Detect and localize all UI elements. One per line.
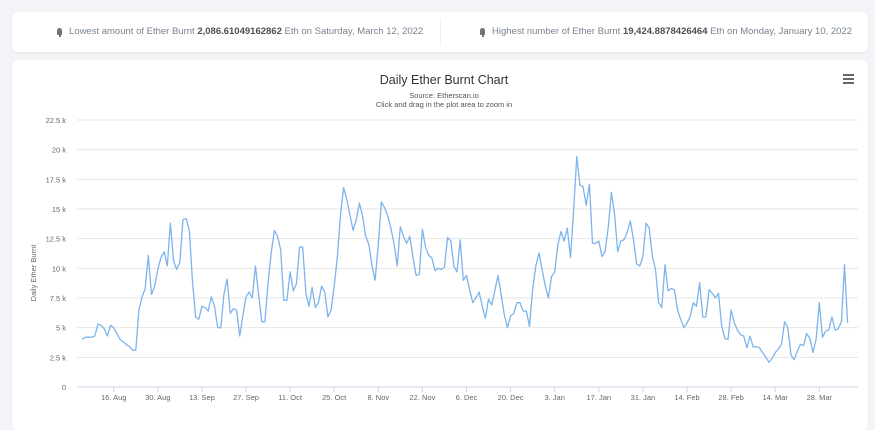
highest-suffix: Eth on Monday, January 10, 2022	[710, 26, 852, 37]
lightbulb-icon	[480, 28, 485, 35]
chart-source: Source: Etherscan.io	[409, 91, 479, 100]
y-tick-label: 5 k	[56, 324, 66, 333]
x-tick-label: 20. Dec	[498, 393, 524, 402]
x-tick-label: 16. Aug	[101, 393, 126, 402]
x-tick-label: 25. Oct	[322, 393, 347, 402]
x-tick-label: 22. Nov	[409, 393, 435, 402]
x-tick-label: 27. Sep	[233, 393, 259, 402]
chart-menu-button[interactable]	[843, 74, 854, 86]
y-axis-title: Daily Ether Burnt	[29, 244, 38, 302]
y-tick-label: 7.5 k	[50, 294, 67, 303]
burn-stats-card: Lowest amount of Ether Burnt 2,086.61049…	[12, 12, 868, 52]
ether-burnt-chart[interactable]: Daily Ether Burnt Chart Source: Ethersca…	[12, 60, 868, 430]
lowest-prefix: Lowest amount of Ether Burnt	[69, 26, 195, 37]
lowest-burn-stat: Lowest amount of Ether Burnt 2,086.61049…	[57, 12, 423, 52]
x-tick-label: 14. Feb	[674, 393, 699, 402]
y-tick-label: 20 k	[52, 146, 66, 155]
chart-zoom-hint: Click and drag in the plot area to zoom …	[376, 100, 512, 109]
highest-burn-stat: Highest number of Ether Burnt 19,424.887…	[480, 12, 852, 52]
x-tick-label: 31. Jan	[631, 393, 656, 402]
y-tick-label: 12.5 k	[46, 235, 67, 244]
x-tick-label: 8. Nov	[367, 393, 389, 402]
y-tick-label: 15 k	[52, 205, 66, 214]
chart-card: Daily Ether Burnt Chart Source: Ethersca…	[12, 60, 868, 430]
lowest-suffix: Eth on Saturday, March 12, 2022	[285, 26, 424, 37]
highest-value: 19,424.8878426464	[623, 26, 708, 37]
y-tick-label: 22.5 k	[46, 116, 67, 125]
divider	[440, 18, 441, 46]
x-tick-label: 28. Mar	[807, 393, 833, 402]
x-tick-label: 6. Dec	[456, 393, 478, 402]
x-tick-label: 3. Jan	[544, 393, 564, 402]
y-tick-label: 10 k	[52, 264, 66, 273]
lightbulb-icon	[57, 28, 62, 35]
chart-title: Daily Ether Burnt Chart	[380, 73, 509, 87]
series-line[interactable]	[82, 157, 847, 363]
y-tick-label: 17.5 k	[46, 175, 67, 184]
y-tick-label: 0	[62, 383, 66, 392]
lowest-value: 2,086.61049162862	[197, 26, 282, 37]
highest-prefix: Highest number of Ether Burnt	[492, 26, 620, 37]
x-tick-label: 30. Aug	[145, 393, 170, 402]
y-tick-label: 2.5 k	[50, 353, 67, 362]
x-tick-label: 14. Mar	[762, 393, 788, 402]
x-tick-label: 13. Sep	[189, 393, 215, 402]
x-tick-label: 28. Feb	[718, 393, 743, 402]
x-tick-label: 17. Jan	[586, 393, 611, 402]
hamburger-icon	[843, 74, 854, 76]
x-tick-label: 11. Oct	[278, 393, 303, 402]
